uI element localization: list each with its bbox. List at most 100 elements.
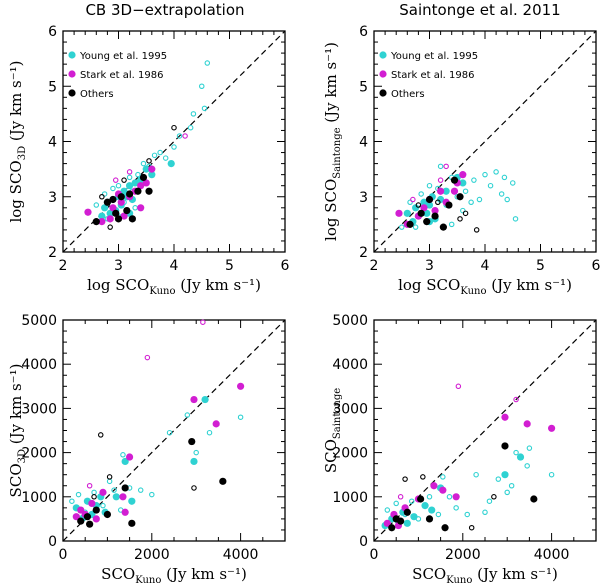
legend: Young et al. 1995 Stark et al. 1986 Others (68, 51, 167, 100)
x-tick-label: 2000 (445, 547, 481, 563)
data-point-others (128, 215, 136, 223)
legend-label-others: Others (391, 89, 425, 100)
data-point-open-young (493, 169, 499, 175)
series-young (381, 445, 555, 530)
series-stark (84, 133, 188, 226)
data-point-stark (439, 486, 447, 494)
x-tick-label: 2000 (134, 547, 170, 563)
data-point-open-young (464, 511, 470, 518)
y-tick-label: 2 (48, 245, 57, 261)
data-point-open-young (393, 500, 399, 507)
x-axis-label-sub: Kuno (446, 575, 472, 586)
y-tick-label: 5 (48, 79, 57, 95)
x-tick-label: 0 (370, 547, 379, 563)
data-point-open-young (453, 505, 459, 511)
series-stark (72, 319, 245, 523)
data-point-young (516, 453, 525, 461)
data-point-open-others (491, 494, 497, 500)
y-tick-label: 6 (359, 24, 368, 40)
data-point-others (450, 176, 459, 184)
data-point-open-young (115, 182, 122, 189)
data-point-open-others (97, 432, 104, 438)
series-others (388, 442, 538, 532)
y-tick-label: 6 (48, 24, 57, 40)
data-point-others (139, 173, 148, 182)
y-axis-label-sub: Saintonge (332, 127, 343, 178)
data-point-stark (383, 519, 391, 527)
y-tick-label: 5 (359, 79, 368, 95)
x-axis-label-main: SCO (101, 565, 135, 583)
data-point-open-young (446, 494, 453, 500)
data-point-stark (72, 513, 80, 521)
data-point-stark (437, 187, 445, 195)
data-point-others (77, 517, 85, 525)
data-point-open-stark (144, 354, 151, 361)
data-point-young (131, 179, 139, 187)
data-point-open-young (206, 429, 213, 436)
legend-label-young: Young et al. 1995 (390, 51, 478, 62)
data-point-others (425, 515, 434, 523)
y-axis-label: log SCO3D (Jy km s⁻¹) (7, 60, 28, 222)
data-point-open-young (487, 182, 494, 189)
data-point-stark (119, 493, 127, 501)
data-point-others (417, 209, 425, 217)
data-point-open-young (512, 216, 519, 222)
x-axis-label-unit: (Jy km s⁻¹) (486, 276, 571, 294)
data-point-open-others (171, 124, 177, 131)
legend-label-young: Young et al. 1995 (79, 51, 167, 62)
data-point-young (403, 209, 411, 217)
y-axis-label-unit: (Jy km s⁻¹) (7, 60, 25, 145)
data-point-open-young (171, 144, 177, 150)
legend-marker-stark (379, 70, 387, 78)
data-point-stark (237, 382, 245, 390)
data-point-open-others (402, 476, 408, 482)
data-point-stark (548, 424, 556, 432)
data-point-stark (459, 171, 467, 179)
data-point-others (128, 519, 136, 527)
data-point-open-others (121, 177, 127, 183)
data-point-young (442, 187, 450, 195)
data-point-young (437, 195, 445, 204)
data-point-open-young (412, 224, 419, 230)
data-point-open-stark (410, 196, 416, 203)
data-point-others (423, 218, 431, 226)
data-point-open-young (199, 83, 205, 90)
series-others (92, 124, 177, 230)
data-point-open-young (440, 474, 446, 480)
data-point-open-young (504, 489, 510, 496)
data-point-others (425, 195, 434, 204)
data-point-open-young (509, 180, 516, 186)
data-point-open-young (176, 133, 183, 139)
data-point-open-young (460, 207, 466, 214)
data-point-open-young (407, 199, 413, 206)
data-point-others (219, 477, 227, 485)
data-point-others (441, 524, 449, 532)
data-point-stark (84, 208, 92, 216)
data-point-others (456, 193, 464, 201)
y-axis-label-unit: (Jy km s⁻¹) (7, 364, 25, 449)
data-point-young (420, 198, 428, 206)
data-point-young (459, 179, 467, 187)
x-axis-label-main: log SCO (87, 276, 149, 294)
data-point-open-young (204, 60, 211, 66)
one-to-one-line (373, 319, 597, 542)
data-point-others (530, 495, 538, 503)
data-point-open-others (468, 524, 475, 531)
y-tick-label: 4 (48, 135, 57, 151)
data-point-young (403, 519, 411, 527)
x-tick-label: 5 (536, 258, 545, 274)
data-point-young (412, 204, 420, 212)
data-point-open-young (524, 463, 530, 469)
data-point-open-young (426, 494, 433, 500)
y-tick-label: 0 (359, 534, 368, 550)
data-point-open-young (476, 196, 483, 203)
data-point-young (112, 493, 120, 501)
data-point-open-young (501, 174, 508, 181)
x-axis-label-unit: (Jy km s⁻¹) (472, 565, 557, 583)
data-point-others (114, 215, 123, 223)
x-axis-label-main: SCO (412, 565, 446, 583)
data-point-stark (137, 204, 145, 212)
